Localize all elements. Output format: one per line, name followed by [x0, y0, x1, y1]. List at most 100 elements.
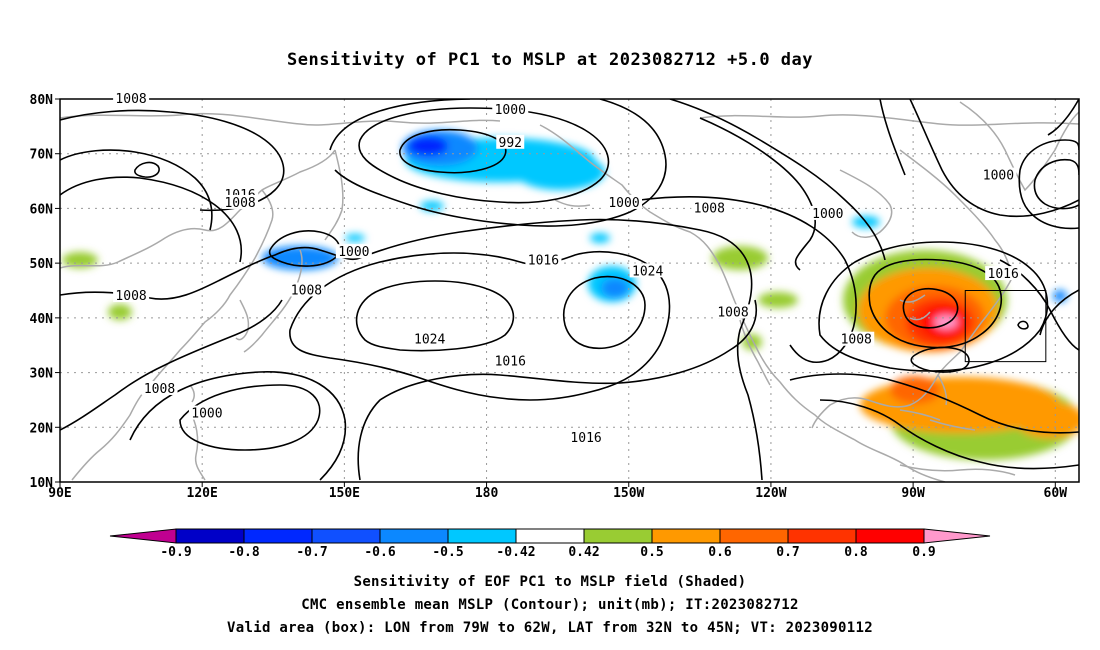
- lat-tick-label: 30N: [30, 367, 54, 382]
- lon-tick-label: 150E: [329, 486, 360, 501]
- colorbar-segment: [515, 528, 585, 544]
- coast-baja: [739, 319, 771, 386]
- caption-line-1: Sensitivity of EOF PC1 to MSLP field (Sh…: [353, 574, 747, 590]
- contour-label: 1024: [414, 333, 445, 348]
- contour-east-us-inner: [902, 287, 959, 329]
- shade-neg-mid-pacific-core: [601, 278, 629, 298]
- contour-1000-low-sw: [179, 384, 321, 451]
- contour-label: 992: [499, 136, 522, 151]
- colorbar-segment: [175, 528, 245, 544]
- contour-label: 1008: [291, 284, 322, 299]
- contour-label-bg: [141, 380, 178, 395]
- contour-1024-atlantic: [1039, 289, 1079, 336]
- shade-neg-small-5: [345, 234, 365, 242]
- contour-label-bg: [838, 331, 875, 346]
- valid-area-box: [964, 290, 1047, 363]
- contour-label: 1008: [694, 201, 725, 216]
- contour-label-bg: [715, 304, 752, 319]
- shade-pos-green-china: [108, 304, 132, 320]
- shade-pos-green-west-us: [758, 292, 798, 308]
- coast-siberia: [60, 112, 501, 126]
- contour-1016-asia: [60, 176, 242, 263]
- contour-label-bg: [525, 252, 562, 267]
- colorbar-level-label: -0.8: [228, 545, 259, 560]
- contour-1016-pacific-high: [289, 250, 671, 401]
- coastlines: [60, 101, 1079, 482]
- contour-label: 1000: [983, 169, 1014, 184]
- coast-hudson: [839, 169, 893, 238]
- contour-label: 1016: [495, 355, 526, 370]
- coast-canada-north: [699, 114, 1079, 126]
- latitude-labels: 80N 70N 60N 50N 40N 30N 20N 10N: [30, 93, 60, 491]
- coast-caribbean: [929, 419, 976, 431]
- contour-1016-canada: [669, 99, 886, 261]
- contour-992-north-pacific: [399, 128, 507, 174]
- colorbar-segment: [583, 528, 653, 544]
- plot-frame: [59, 98, 1080, 483]
- contour-label-bg: [606, 194, 643, 209]
- contour-1008-canada: [639, 195, 857, 364]
- contour-label: 1016: [988, 267, 1019, 282]
- colorbar-upper-extend: [923, 528, 991, 544]
- coast-philippines: [189, 411, 206, 481]
- caption-line-2: CMC ensemble mean MSLP (Contour); unit(m…: [301, 597, 799, 613]
- lat-tick-label: 70N: [30, 148, 54, 163]
- contour-label: 1000: [812, 207, 843, 222]
- contour-label: 1008: [115, 289, 146, 304]
- contour-label-bg: [113, 287, 150, 302]
- contour-small-asia: [134, 161, 160, 178]
- contour-label: 1000: [495, 103, 526, 118]
- contour-label-bg: [691, 200, 728, 215]
- shade-pos-dorange-2: [890, 376, 940, 404]
- lat-tick-label: 20N: [30, 421, 54, 436]
- contour-1016-south: [357, 299, 757, 481]
- lat-tick-label: 50N: [30, 257, 54, 272]
- contour-greenland-west: [1047, 99, 1079, 136]
- colorbar-level-label: 0.7: [776, 545, 799, 560]
- coast-cuba: [899, 409, 941, 421]
- coast-us-east: [811, 277, 1013, 429]
- contour-1016-east-us: [868, 258, 1002, 349]
- contour-label-bg: [492, 353, 529, 368]
- shade-neg-north-pacific-2: [515, 154, 605, 190]
- shade-pos-green-nw-america: [712, 246, 768, 270]
- contour-label-bg: [496, 134, 525, 149]
- colorbar-segment: [447, 528, 517, 544]
- colorbar-level-label: -0.5: [432, 545, 463, 560]
- lat-tick-label: 10N: [30, 476, 54, 491]
- colorbar-segment: [719, 528, 789, 544]
- colorbar-level-label: 0.6: [708, 545, 732, 560]
- coast-south-america: [899, 464, 1016, 476]
- contour-992-east: [1033, 158, 1079, 210]
- coast-greenland: [959, 101, 1079, 192]
- coast-alaska: [539, 124, 946, 482]
- contour-label: 1008: [224, 196, 255, 211]
- contour-labels: 1008100099210161008100010081000100099210…: [113, 91, 1022, 446]
- contour-label: 1000: [338, 245, 369, 260]
- colorbar-level-label: 0.42: [568, 545, 599, 560]
- chart-title: Sensitivity of PC1 to MSLP at 2023082712…: [286, 50, 813, 70]
- contour-label-bg: [629, 263, 666, 278]
- contour-label: 1016: [528, 253, 559, 268]
- contour-1008-asia-north: [60, 109, 285, 212]
- coast-florida: [937, 374, 948, 406]
- contour-1008-asia-2: [60, 299, 283, 431]
- colorbar-level-label: -0.6: [364, 545, 395, 560]
- contour-label-bg: [980, 167, 1017, 182]
- caption-line-3: Valid area (box): LON from 79W to 62W, L…: [227, 620, 873, 636]
- colorbar-segment: [379, 528, 449, 544]
- contour-1016-asia-inner: [60, 149, 213, 231]
- contour-south-us-2: [819, 399, 1079, 470]
- coast-japan: [243, 249, 303, 353]
- lon-tick-label: 120E: [187, 486, 218, 501]
- lat-tick-label: 40N: [30, 312, 54, 327]
- colorbar-level-label: -0.9: [160, 545, 191, 560]
- contour-1016-south-us: [789, 373, 1079, 434]
- contour-label-bg: [222, 194, 259, 209]
- contour-label-bg: [985, 266, 1022, 281]
- shade-neg-north-pacific-center: [408, 136, 448, 156]
- coast-great-lakes: [899, 294, 931, 321]
- lon-tick-label: 180: [475, 486, 499, 501]
- contour-label: 1008: [144, 382, 175, 397]
- shade-pos-green-west: [62, 252, 98, 268]
